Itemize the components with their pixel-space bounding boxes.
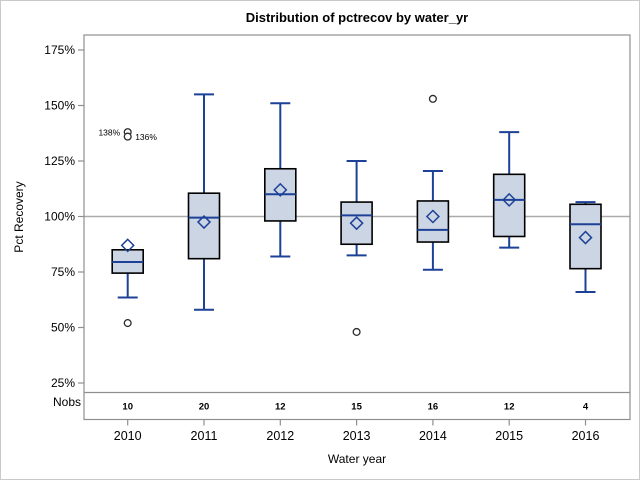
x-tick-label-2015: 2015 xyxy=(495,429,523,443)
nobs-value-2012: 12 xyxy=(275,402,286,413)
x-axis-title: Water year xyxy=(327,452,387,466)
x-tick-label-2014: 2014 xyxy=(419,429,447,443)
mean-diamond-2011 xyxy=(196,214,212,230)
x-tick-label-2010: 2010 xyxy=(114,429,142,443)
mean-diamond-2016 xyxy=(578,230,593,245)
box-2011 xyxy=(187,192,221,260)
mean-diamond-2012 xyxy=(273,182,288,197)
y-tick-label-150: 150% xyxy=(44,99,75,113)
outlier-2010-52pct xyxy=(123,319,132,328)
mean-diamond-2014 xyxy=(425,209,440,224)
outlier-2013-48pct xyxy=(352,327,361,336)
outlier-label-2010-136pct: 136% xyxy=(135,132,157,142)
x-tick-label-2013: 2013 xyxy=(343,429,371,443)
y-tick-label-125: 125% xyxy=(44,154,75,168)
y-tick-label-50: 50% xyxy=(51,321,75,335)
x-tick-label-2012: 2012 xyxy=(266,429,294,443)
mean-diamond-2010 xyxy=(120,238,135,253)
y-tick-label-175: 175% xyxy=(44,43,75,57)
outlier-2010-136pct xyxy=(123,132,132,141)
outlier-label-2010-138pct: 138% xyxy=(98,128,120,138)
y-tick-label-75: 75% xyxy=(51,265,75,279)
chart-title: Distribution of pctrecov by water_yr xyxy=(245,10,469,25)
nobs-value-2013: 15 xyxy=(351,402,362,413)
nobs-row-label: Nobs xyxy=(52,395,81,409)
nobs-value-2014: 16 xyxy=(428,402,439,413)
outlier-2014-153pct xyxy=(428,94,437,103)
nobs-value-2015: 12 xyxy=(504,402,515,413)
box-2013 xyxy=(340,201,373,246)
y-tick-label-100: 100% xyxy=(44,210,75,224)
nobs-value-2011: 20 xyxy=(199,402,210,413)
y-tick-label-25: 25% xyxy=(51,376,75,390)
nobs-value-2016: 4 xyxy=(583,402,589,413)
nobs-value-2010: 10 xyxy=(122,402,133,413)
mean-diamond-2013 xyxy=(349,216,364,231)
x-tick-label-2016: 2016 xyxy=(572,429,600,443)
x-tick-label-2011: 2011 xyxy=(191,429,218,443)
box-2016 xyxy=(569,203,602,270)
mean-diamond-2015 xyxy=(502,192,517,207)
